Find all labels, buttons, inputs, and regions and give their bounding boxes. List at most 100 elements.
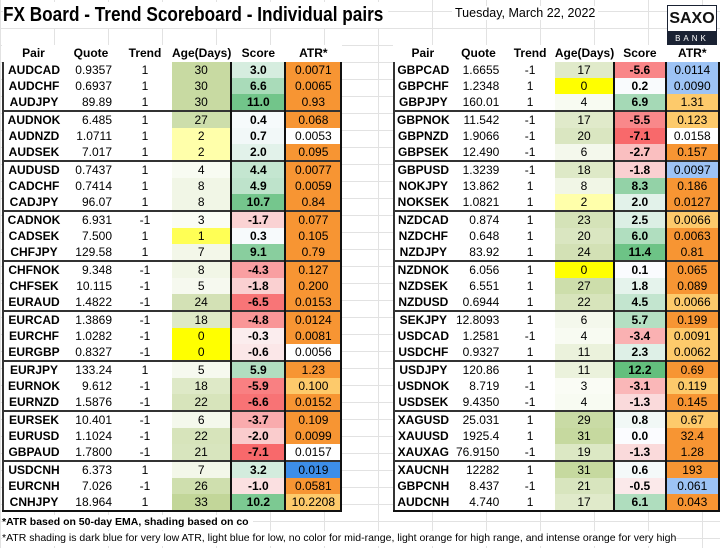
trend-cell: 1 <box>141 245 149 259</box>
score-cell: -0.3 <box>230 328 286 344</box>
quote-cell: 120.86 <box>451 360 506 378</box>
score-cell: 8.3 <box>613 178 666 194</box>
score-cell: 0.4 <box>230 110 286 128</box>
atr-cell: 0.089 <box>664 278 720 294</box>
pair-cell: NOKSEK <box>393 194 452 211</box>
table-row: AUDUSD 0.7437 1 4 4.4 0.0077 <box>2 160 343 178</box>
atr-cell: 0.077 <box>284 210 343 228</box>
score-cell: 2.0 <box>230 144 286 161</box>
age-cell: 3 <box>172 210 232 228</box>
column-header-score: Score <box>241 46 276 60</box>
pair-cell: GBPNZD <box>393 128 452 144</box>
pair-cell: USDNOK <box>393 378 452 394</box>
atr-cell: 0.0097 <box>664 160 720 178</box>
table-row: NOKSEK 1.0821 1 2 2.0 0.0127 <box>393 194 720 211</box>
trend-cell: 1 <box>526 295 534 309</box>
age-cell: 2 <box>172 144 232 161</box>
quote-cell: 1.6655 <box>462 63 500 77</box>
age-cell: 22 <box>172 428 232 444</box>
table-row: EURAUD 1.4822 -1 24 -6.5 0.0153 <box>2 294 343 311</box>
atr-cell: 0.79 <box>284 244 343 261</box>
age-cell: 33 <box>172 494 232 512</box>
atr-cell: 0.0099 <box>284 428 343 444</box>
score-cell: -0.6 <box>230 344 286 361</box>
trend-cell: -1 <box>524 63 536 77</box>
score-cell: -4.8 <box>230 310 286 328</box>
score-cell: -1.8 <box>230 278 286 294</box>
age-cell: 26 <box>172 478 232 494</box>
quote-cell: 83.92 <box>469 245 500 259</box>
table-row: EURNZD 1.5876 -1 22 -6.6 0.0152 <box>2 394 343 411</box>
trend-cell: 1 <box>505 360 555 378</box>
atr-cell: 0.100 <box>284 378 343 394</box>
table-row: NZDCAD 0.874 1 23 2.5 0.0066 <box>393 210 720 228</box>
trend-cell: 1 <box>526 245 534 259</box>
quote-cell: 9.612 <box>81 379 112 393</box>
atr-cell: 0.0065 <box>284 78 343 94</box>
trend-cell: -1 <box>139 345 151 359</box>
atr-cell: 0.93 <box>284 94 343 111</box>
score-cell: 6.1 <box>613 494 666 512</box>
score-cell: 0.2 <box>613 78 666 94</box>
table-row: EURUSD 1.1024 -1 22 -2.0 0.0099 <box>2 428 343 444</box>
pair-cell: CHFJPY <box>2 244 64 261</box>
pair-cell: XAUXAG <box>393 444 452 461</box>
atr-cell: 0.0077 <box>284 160 343 178</box>
atr-cell: 0.095 <box>284 144 343 161</box>
score-cell: 11.4 <box>613 244 666 261</box>
atr-cell: 1.23 <box>284 360 343 378</box>
pair-cell: AUDCAD <box>2 62 64 78</box>
age-cell: 0 <box>172 344 232 361</box>
pair-cell: NZDSEK <box>393 278 452 294</box>
quote-cell: 1.9066 <box>462 129 500 143</box>
pair-cell: NOKJPY <box>393 178 452 194</box>
atr-cell: 0.105 <box>284 228 343 244</box>
table-row: NZDNOK 6.056 1 0 0.1 0.065 <box>393 260 720 278</box>
atr-cell: 0.0071 <box>284 62 343 78</box>
trend-cell: -1 <box>524 329 536 343</box>
quote-cell: 160.01 <box>462 95 500 109</box>
quote-cell: 25.031 <box>451 410 506 428</box>
score-cell: 3.0 <box>230 62 286 78</box>
atr-cell: 0.81 <box>664 244 720 261</box>
trend-cell: -1 <box>118 210 172 228</box>
score-cell: -5.9 <box>230 378 286 394</box>
score-cell: 6.6 <box>230 78 286 94</box>
atr-cell: 0.0152 <box>284 394 343 411</box>
trend-cell: 1 <box>141 63 149 77</box>
trend-cell: 1 <box>141 179 149 193</box>
table-row: CADSEK 7.500 1 1 0.3 0.105 <box>2 228 343 244</box>
trend-cell: 1 <box>118 160 172 178</box>
trend-cell: -1 <box>139 445 151 459</box>
atr-cell: 0.67 <box>664 410 720 428</box>
score-cell: -6.6 <box>230 394 286 411</box>
quote-cell: 10.115 <box>76 279 112 293</box>
trend-cell: -1 <box>505 110 555 128</box>
table-row: USDCHF 0.9327 1 11 2.3 0.0062 <box>393 344 720 361</box>
quote-cell: 0.874 <box>451 210 506 228</box>
score-cell: 0.8 <box>613 410 666 428</box>
table-row: EURCNH 7.026 -1 26 -1.0 0.0581 <box>2 478 343 494</box>
pair-cell: EURJPY <box>2 360 64 378</box>
age-cell: 4 <box>554 94 615 111</box>
pair-cell: GBPCHF <box>393 78 452 94</box>
atr-cell: 0.0157 <box>284 444 343 461</box>
score-cell: 0.7 <box>230 128 286 144</box>
page-title: FX Board - Trend Scoreboard - Individual… <box>3 2 389 28</box>
trend-cell: -1 <box>524 145 536 159</box>
score-cell: 12.2 <box>613 360 666 378</box>
age-cell: 17 <box>554 494 615 512</box>
quote-cell: 0.7437 <box>64 160 118 178</box>
score-cell: -4.3 <box>230 260 286 278</box>
atr-cell: 0.0062 <box>664 344 720 361</box>
quote-cell: 1.0821 <box>462 195 500 209</box>
trend-cell: 1 <box>141 79 149 93</box>
atr-cell: 0.0081 <box>284 328 343 344</box>
table-row: USDNOK 8.719 -1 3 -3.1 0.119 <box>393 378 720 394</box>
pair-cell: NZDJPY <box>393 244 452 261</box>
trend-cell: -1 <box>139 279 151 293</box>
atr-cell: 0.123 <box>664 110 720 128</box>
quote-cell: 1.2581 <box>462 329 500 343</box>
pair-cell: EURCNH <box>2 478 64 494</box>
score-cell: 4.4 <box>230 160 286 178</box>
